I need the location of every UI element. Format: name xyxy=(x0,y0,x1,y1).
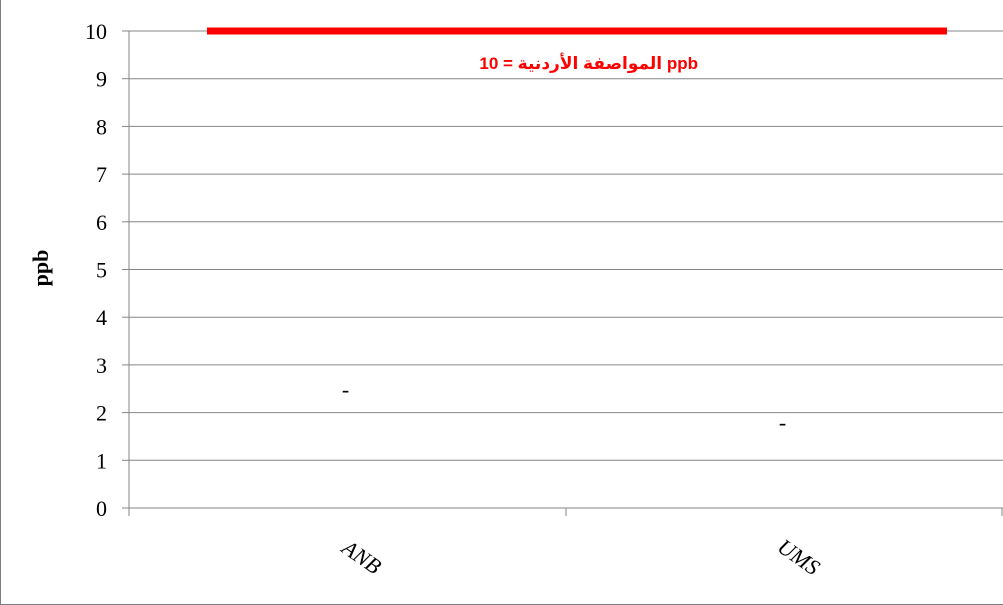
y-tick-label: 5 xyxy=(96,258,107,283)
y-tick-label: 2 xyxy=(96,401,107,426)
gridlines xyxy=(129,30,1003,461)
y-tick-label: 8 xyxy=(96,114,107,139)
x-category-label: UMS xyxy=(773,534,824,580)
y-tick-label: 10 xyxy=(85,19,107,44)
x-category-label: ANB xyxy=(336,534,386,579)
y-tick-label: 4 xyxy=(96,305,107,330)
axes xyxy=(122,30,1003,516)
y-tick-label: 9 xyxy=(96,67,107,92)
y-tick-label: 6 xyxy=(96,210,107,235)
reference-line-label: المواصفة الأردنية = 10 ppb xyxy=(479,53,698,74)
data-points: -- xyxy=(342,377,786,435)
x-tick-labels: ANB UMS xyxy=(336,534,825,581)
y-tick-label: 1 xyxy=(96,448,107,473)
y-tick-labels: 0 1 2 3 4 5 6 7 8 9 10 xyxy=(85,19,107,521)
reference-line-group: المواصفة الأردنية = 10 ppb xyxy=(207,27,947,74)
y-tick-label: 0 xyxy=(96,496,107,521)
y-tick-label: 3 xyxy=(96,353,107,378)
y-axis-title: ppb xyxy=(28,250,53,287)
data-point: - xyxy=(342,377,349,402)
y-tick-label: 7 xyxy=(96,162,107,187)
data-point: - xyxy=(779,410,786,435)
